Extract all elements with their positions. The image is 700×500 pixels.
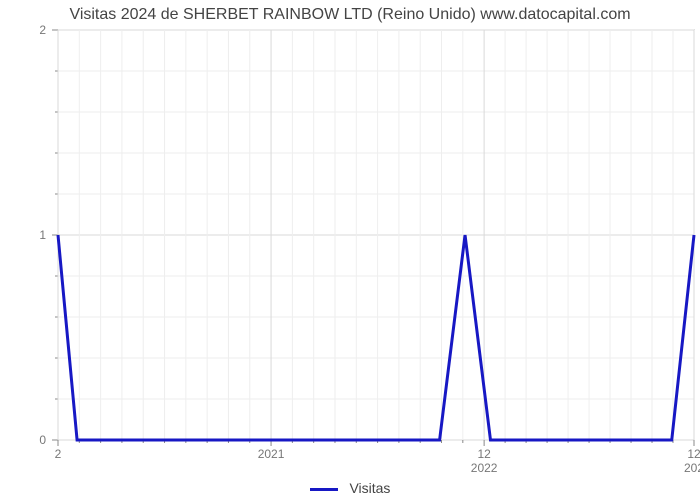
svg-text:0: 0 [39,433,46,447]
svg-text:202: 202 [684,461,700,475]
svg-text:2022: 2022 [471,461,498,475]
svg-text:12: 12 [687,447,700,461]
svg-text:1: 1 [39,228,46,242]
legend-label: Visitas [349,480,390,496]
legend-swatch [310,488,338,491]
line-chart: 0122202112202212202 [0,0,700,500]
svg-text:2: 2 [39,23,46,37]
chart-legend: Visitas [0,480,700,496]
svg-text:2: 2 [55,447,62,461]
svg-text:12: 12 [477,447,491,461]
svg-text:2021: 2021 [258,447,285,461]
